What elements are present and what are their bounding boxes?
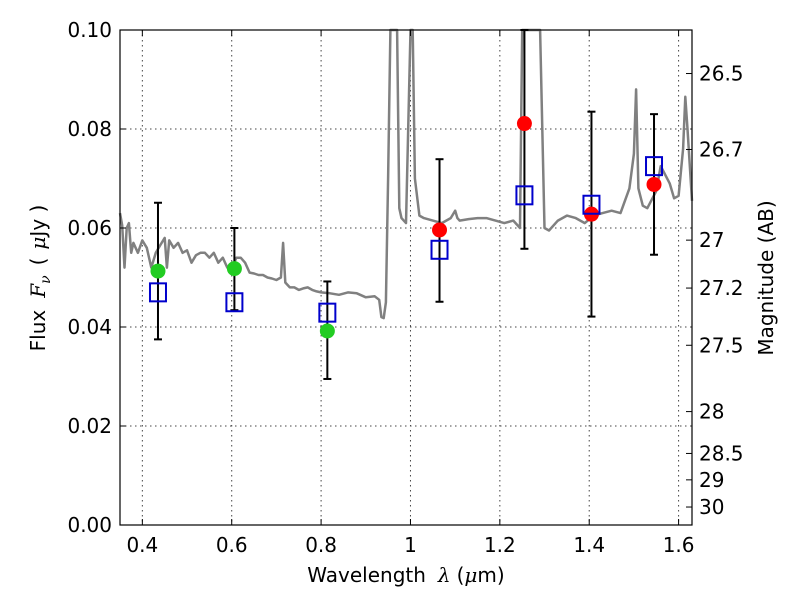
model-point [318,302,337,323]
y-tick-label: 0.04 [67,315,112,339]
grid [120,30,692,525]
y2-tick-label: 26.5 [699,62,744,86]
observed-point [432,222,448,238]
y2-axis-title: Magnitude (AB) [754,200,778,355]
x-tick-label: 0.8 [305,533,337,557]
y-tick-label: 0.02 [67,414,112,438]
y2-tick-label: 30 [699,495,724,519]
y-axis-right: 26.5 26.7 27 27.2 27.5 28 28.5 29 30 [686,62,744,519]
model-point [430,239,449,260]
model-points [148,156,664,323]
x-tick-label: 0.4 [126,533,158,557]
y-tick-label: 0.10 [67,18,112,42]
y-axis-title: FluxFν(μJy ) [26,205,54,352]
y-tick-label: 0.00 [67,513,112,537]
model-point [515,185,534,206]
y2-tick-label: 28.5 [699,441,744,465]
x-tick-label: 1.6 [663,533,695,557]
observed-point [319,323,335,339]
model-point [225,292,244,313]
model-point [582,194,601,215]
y-tick-label: 0.06 [67,216,112,240]
model-point [645,156,664,177]
y2-tick-label: 28 [699,400,724,424]
observed-point [226,261,242,277]
model-point [148,282,167,303]
sed-model-curve [118,28,694,320]
sed-model-line [118,28,694,320]
observed-point [150,263,166,279]
y-tick-label: 0.08 [67,117,112,141]
plot-frame [119,29,693,526]
observed-point [516,116,532,132]
x-axis: 0.4 0.6 0.8 1 1.2 1.4 1.6 [126,30,695,557]
y2-tick-label: 29 [699,468,724,492]
y2-tick-label: 27.2 [699,276,744,300]
y2-tick-label: 27 [699,228,724,252]
x-tick-label: 1.2 [484,533,516,557]
x-axis-title: Wavelength λ (μm) [307,563,504,587]
y2-tick-label: 26.7 [699,137,744,161]
y-axis-left: 0.00 0.02 0.04 0.06 0.08 0.10 [67,18,126,537]
y2-tick-label: 27.5 [699,333,744,357]
observed-point [646,176,662,192]
x-tick-label: 0.6 [216,533,248,557]
x-tick-label: 1 [404,533,417,557]
x-tick-label: 1.4 [573,533,605,557]
observed-points [150,116,662,339]
